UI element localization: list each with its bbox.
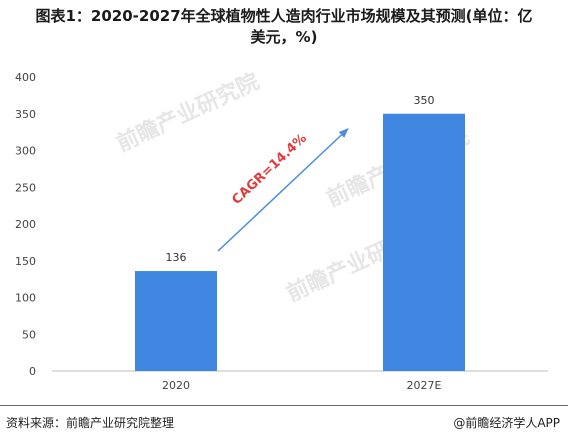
- y-tick-label: 100: [15, 292, 36, 305]
- cagr-label: CAGR=14.4%: [229, 131, 309, 208]
- chart-title: 图表1：2020-2027年全球植物性人造肉行业市场规模及其预测(单位：亿 美元…: [35, 7, 533, 46]
- brand-note: @前瞻经济学人APP: [453, 416, 560, 430]
- y-tick-label: 250: [15, 181, 36, 194]
- y-tick-label: 200: [15, 218, 36, 231]
- y-axis-ticks: 0 50 100 150 200 250 300 350 400: [15, 71, 36, 378]
- footer-divider: [0, 405, 568, 406]
- y-tick-label: 350: [15, 108, 36, 121]
- x-tick-label: 2027E: [407, 379, 442, 392]
- y-tick-label: 50: [22, 328, 36, 341]
- bar: [383, 113, 465, 371]
- data-label: 350: [414, 94, 435, 107]
- source-note: 资料来源：前瞻产业研究院整理: [6, 416, 175, 430]
- cagr-arrow: [217, 128, 349, 252]
- y-tick-label: 300: [15, 145, 36, 158]
- data-label: 136: [166, 251, 187, 264]
- x-axis-labels: 2020 2027E: [162, 379, 442, 392]
- y-tick-label: 150: [15, 255, 36, 268]
- bar: [135, 271, 217, 371]
- bars-group: 136 350: [135, 94, 465, 371]
- y-tick-label: 0: [29, 365, 36, 378]
- x-tick-label: 2020: [162, 379, 190, 392]
- y-tick-label: 400: [15, 71, 36, 84]
